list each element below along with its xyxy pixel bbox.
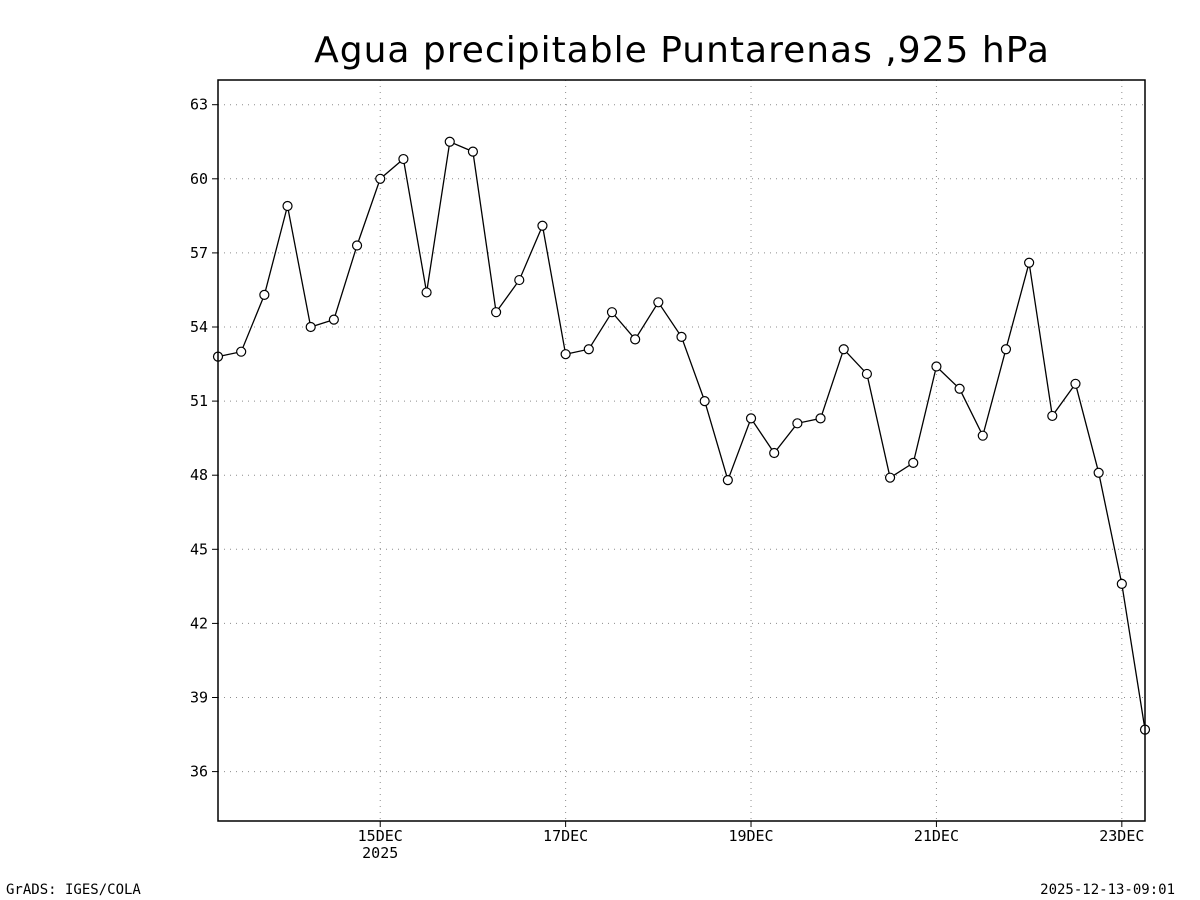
data-point — [977, 430, 988, 441]
data-point — [537, 220, 548, 231]
data-point — [931, 361, 942, 372]
x-tick-label: 23DEC — [1099, 827, 1144, 845]
x-tick-label: 19DEC — [728, 827, 773, 845]
data-point — [514, 274, 525, 286]
grid-lines — [218, 80, 1145, 821]
data-point — [792, 418, 803, 429]
data-point — [954, 383, 965, 394]
data-point — [1000, 344, 1012, 355]
y-tick-label: 57 — [190, 244, 208, 262]
data-point — [630, 334, 641, 345]
y-tick-label: 60 — [190, 170, 208, 188]
x-tick-label: 15DEC — [358, 827, 403, 845]
y-tick-label: 54 — [190, 318, 208, 336]
footer-timestamp: 2025-12-13-09:01 — [1040, 882, 1175, 898]
data-point — [398, 153, 409, 165]
data-point — [328, 314, 339, 325]
x-tick-label: 21DEC — [914, 827, 959, 845]
plot-frame — [217, 79, 1146, 822]
data-point — [699, 396, 710, 407]
data-point — [259, 289, 270, 300]
x-tick-label: 17DEC — [543, 827, 588, 845]
data-point — [583, 344, 594, 355]
data-point — [653, 297, 664, 308]
data-point — [351, 240, 363, 251]
data-point — [676, 331, 687, 342]
data-point — [908, 457, 919, 468]
data-point — [467, 146, 479, 157]
data-point — [1116, 578, 1127, 589]
data-point — [1047, 410, 1058, 422]
data-point — [421, 287, 432, 298]
y-tick-label: 36 — [190, 763, 208, 781]
data-point — [745, 413, 757, 424]
y-tick-label: 48 — [190, 466, 208, 484]
data-point — [861, 368, 873, 380]
data-point — [282, 200, 293, 212]
data-point — [444, 136, 455, 147]
footer-credit: GrADS: IGES/COLA — [6, 882, 141, 898]
y-tick-label: 63 — [190, 96, 208, 114]
data-point — [1093, 467, 1104, 478]
series-line — [217, 140, 1146, 730]
y-tick-label: 45 — [190, 540, 208, 558]
data-point — [491, 307, 502, 318]
y-tick-label: 51 — [190, 392, 208, 410]
y-tick-label: 39 — [190, 689, 208, 707]
y-tick-label: 42 — [190, 614, 208, 632]
data-point — [375, 173, 386, 184]
data-point — [236, 346, 247, 357]
chart-title: Agua precipitable Puntarenas ,925 hPa — [314, 30, 1050, 71]
series-layer — [212, 136, 1151, 735]
data-point — [560, 349, 571, 360]
data-point — [722, 475, 733, 486]
data-point — [815, 413, 826, 424]
data-point — [305, 321, 316, 333]
data-point — [769, 447, 780, 459]
data-point — [884, 472, 896, 483]
y-axis: 36 39 42 45 48 51 54 57 60 63 — [190, 96, 218, 781]
data-point — [838, 344, 849, 355]
x-tick-sublabel: 2025 — [362, 844, 398, 862]
data-point — [1024, 257, 1035, 268]
data-point — [1070, 378, 1081, 389]
data-point — [606, 307, 618, 318]
